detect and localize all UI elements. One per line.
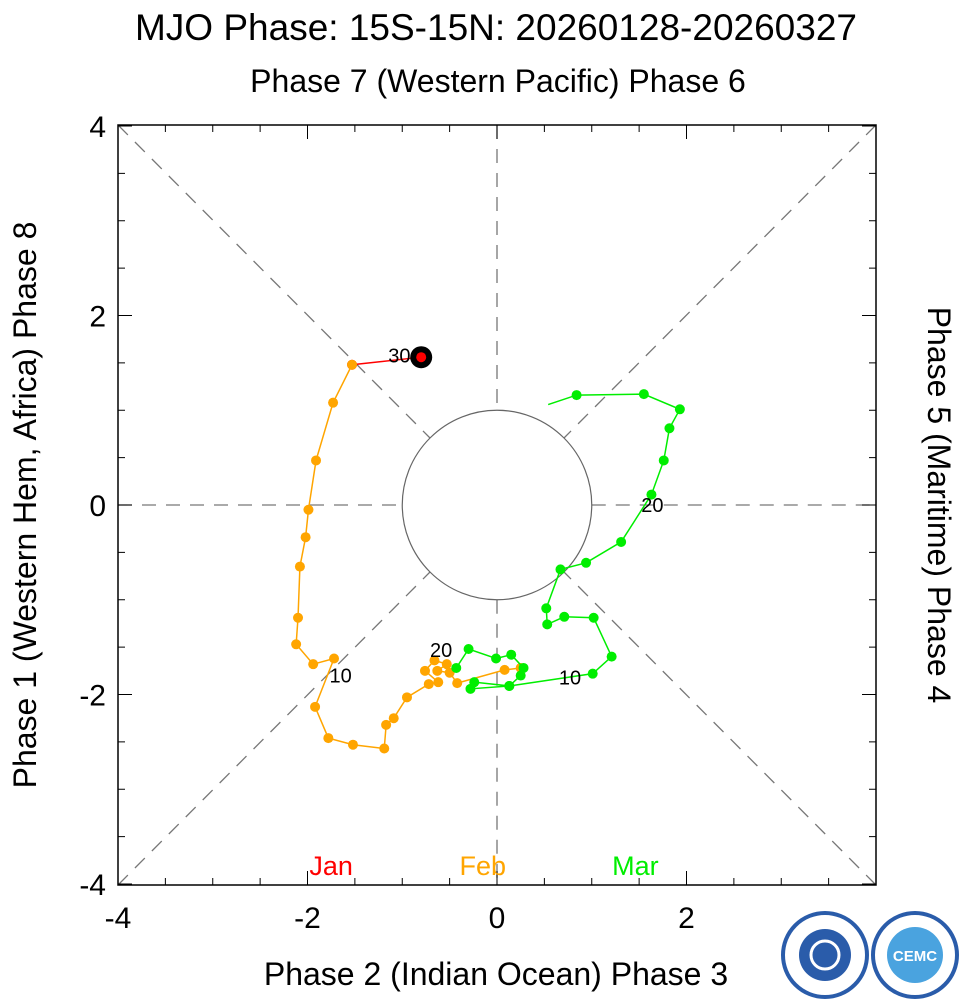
start-marker-center	[416, 352, 427, 363]
data-point-mar	[518, 662, 529, 673]
chart-title: MJO Phase: 15S-15N: 20260128-20260327	[135, 7, 857, 48]
data-point-feb	[311, 455, 322, 466]
unit-circle	[401, 409, 593, 601]
data-point-mar	[463, 644, 474, 655]
cemc-logo-text: CEMC	[893, 948, 937, 965]
data-point-mar	[571, 390, 582, 401]
cma-logo	[781, 911, 869, 999]
cemc-logo: CEMC	[871, 911, 959, 999]
data-point-mar	[541, 603, 552, 614]
series-line-jan	[351, 356, 422, 366]
data-point-mar	[465, 683, 476, 694]
series-line-mar	[455, 393, 681, 690]
month-label-feb: Feb	[460, 851, 507, 881]
annotations: 30 10 20 10 20 Jan Feb Mar	[309, 345, 663, 881]
data-point-feb	[347, 359, 358, 370]
y-tick-label: 0	[89, 490, 106, 523]
data-point-feb	[347, 739, 358, 750]
data-point-mar	[581, 557, 592, 568]
phase-line	[563, 571, 877, 886]
data-point-mar	[504, 680, 515, 691]
day-label: 20	[641, 495, 663, 517]
y-tick-label: 2	[89, 301, 106, 334]
data-point-mar	[606, 651, 617, 662]
data-point-feb	[379, 743, 390, 754]
phase-line	[117, 571, 431, 886]
y-tick-label: 4	[89, 111, 106, 144]
top-phase-label: Phase 7 (Western Pacific) Phase 6	[250, 63, 746, 99]
data-point-feb	[323, 733, 334, 744]
data-point-mar	[515, 670, 526, 681]
data-point-feb	[381, 719, 392, 730]
data-point-feb	[423, 679, 434, 690]
x-tick-label: -2	[294, 902, 321, 935]
data-point-feb	[388, 713, 399, 724]
data-point-feb	[291, 639, 302, 650]
data-point-feb	[432, 665, 443, 676]
data-point-feb	[329, 653, 340, 664]
data-point-mar	[587, 668, 598, 679]
data-point-mar	[451, 662, 462, 673]
data-point-feb	[310, 701, 321, 712]
data-point-feb	[294, 561, 305, 572]
data-point-feb	[429, 655, 440, 666]
data-point-mar	[542, 619, 553, 630]
y-tick-label: -4	[79, 869, 106, 902]
data-point-feb	[293, 612, 304, 623]
data-point-mar	[555, 564, 566, 575]
data-point-mar	[674, 404, 685, 415]
series-line-feb	[295, 364, 521, 750]
data-point-mar	[491, 653, 502, 664]
data-point-feb	[308, 659, 319, 670]
data-point-feb	[300, 532, 311, 543]
data-point-feb	[499, 664, 510, 675]
data-point-mar	[638, 389, 649, 400]
y-axis-left-label: Phase 1 (Western Hem, Africa) Phase 8	[7, 222, 43, 789]
data-point-feb	[303, 504, 314, 515]
data-point-mar	[646, 489, 657, 500]
data-point-mar	[506, 649, 517, 660]
x-tick-label: -4	[105, 902, 132, 935]
day-label: 30	[388, 345, 410, 367]
data-point-mar	[658, 455, 669, 466]
y-axis-right-label: Phase 5 (Maritime) Phase 4	[921, 307, 957, 704]
y-tick-label: -2	[79, 680, 106, 713]
data-point-feb	[452, 678, 463, 689]
data-point-feb	[441, 659, 452, 670]
phase-line	[563, 124, 877, 439]
x-axis-label: Phase 2 (Indian Ocean) Phase 3	[264, 956, 728, 992]
day-label: 20	[430, 640, 452, 662]
data-point-feb	[328, 397, 339, 408]
data-point-feb	[433, 677, 444, 688]
trajectory	[291, 346, 685, 754]
data-point-mar	[559, 611, 570, 622]
phase-line	[117, 124, 431, 439]
month-label-jan: Jan	[309, 851, 353, 881]
day-label: 10	[559, 667, 581, 689]
data-point-mar	[664, 423, 675, 434]
month-label-mar: Mar	[612, 851, 659, 881]
day-label: 10	[330, 666, 352, 688]
phase-grid	[117, 124, 877, 886]
x-tick-label: 2	[678, 902, 695, 935]
data-point-mar	[588, 612, 599, 623]
data-point-feb	[419, 665, 430, 676]
x-tick-label: 0	[489, 902, 506, 935]
data-point-mar	[616, 536, 627, 547]
data-point-feb	[401, 692, 412, 703]
